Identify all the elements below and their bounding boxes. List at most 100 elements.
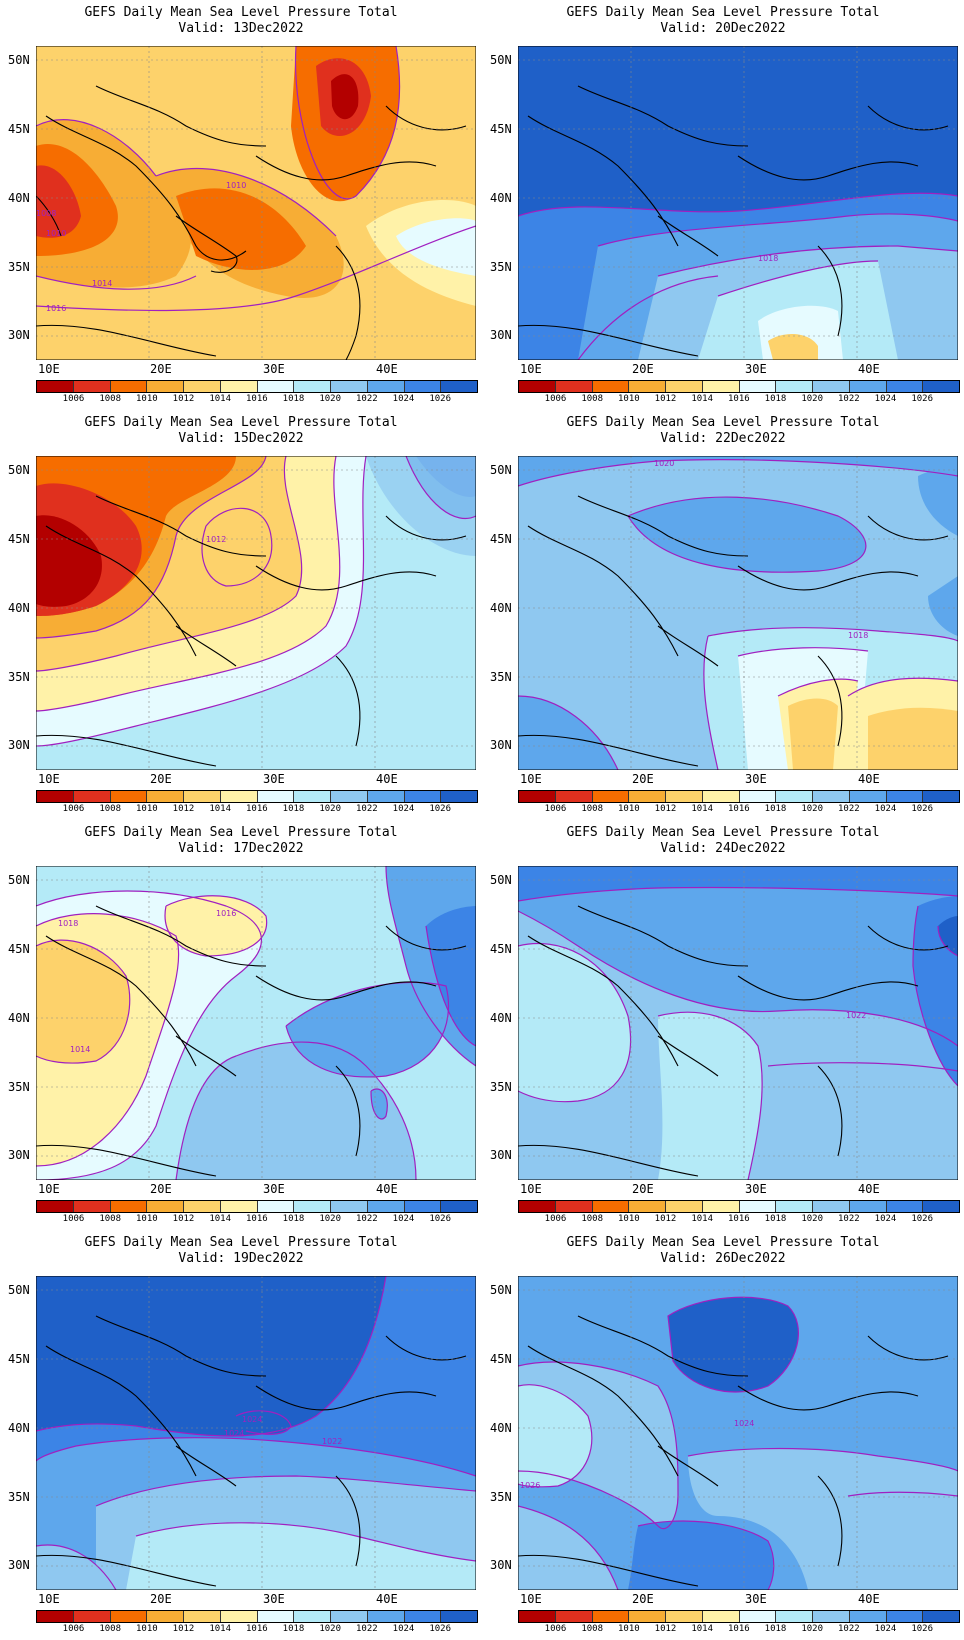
colorbar-swatch [404,381,442,392]
colorbar-swatch [849,791,887,802]
panel-valid-date: Valid: 24Dec2022 [660,841,786,856]
colorbar-label: 1006 [544,1214,567,1224]
lat-label: 50N [8,463,30,477]
colorbar-swatch [592,791,630,802]
colorbar-label: 1026 [429,394,452,404]
lon-label: 40E [376,1592,398,1606]
lat-label: 40N [490,1421,512,1435]
lon-label: 10E [520,1592,542,1606]
colorbar-label: 1010 [136,394,158,404]
colorbar-swatch [184,381,221,392]
colorbar-swatch [367,791,405,802]
panel-22dec: GEFS Daily Mean Sea Level Pressure Total… [482,410,964,820]
contour-label: 1024 [242,1415,262,1424]
colorbar-swatch [367,381,405,392]
lat-label: 35N [490,260,512,274]
panel-title: GEFS Daily Mean Sea Level Pressure Total [566,5,880,20]
panel-title: GEFS Daily Mean Sea Level Pressure Total [84,415,398,430]
colorbar-label: 1006 [62,394,85,404]
lon-label: 20E [150,1592,172,1606]
colorbar-swatch [220,1201,258,1212]
colorbar-swatch [702,791,740,802]
lon-label: 10E [38,1592,60,1606]
colorbar-label: 1010 [618,1624,640,1634]
lat-label: 45N [490,942,512,956]
lat-label: 40N [490,1011,512,1025]
colorbar-swatch [257,381,295,392]
colorbar-swatch [404,791,442,802]
colorbar-swatch [849,381,887,392]
colorbar-swatch [184,1611,221,1622]
lat-label: 30N [8,1558,30,1572]
colorbar-swatch [629,791,666,802]
colorbar-swatch [147,1611,184,1622]
panel-valid-date: Valid: 26Dec2022 [660,1251,786,1266]
colorbar-label: 1020 [319,1214,342,1224]
colorbar-swatch [555,1201,593,1212]
colorbar-label: 1026 [429,1624,452,1634]
colorbar-swatch [331,1611,368,1622]
colorbar-label: 1024 [874,804,897,814]
lat-label: 50N [490,53,512,67]
colorbar-label: 1012 [172,804,195,814]
lat-label: 40N [8,1011,30,1025]
colorbar-label: 1008 [99,804,122,814]
colorbar-label: 1010 [618,394,640,404]
lat-label: 30N [8,328,30,342]
colorbar-label: 1014 [209,394,232,404]
colorbar-label: 1020 [801,1214,824,1224]
colorbar-label: 1020 [801,1624,824,1634]
colorbar-swatch [886,1201,924,1212]
lon-label: 30E [263,772,285,786]
colorbar-swatch [37,1201,74,1212]
lat-label: 40N [8,191,30,205]
panel-valid-date: Valid: 13Dec2022 [178,21,304,36]
contour-label: 1012 [206,535,226,544]
colorbar-swatch [702,1611,740,1622]
colorbar-swatch [739,1611,777,1622]
colorbar-swatch [629,1201,666,1212]
panel-15dec: GEFS Daily Mean Sea Level Pressure Total… [0,410,482,820]
lat-label: 35N [8,670,30,684]
lon-label: 40E [858,1592,880,1606]
lon-label: 40E [376,1182,398,1196]
colorbar-label: 1026 [429,1214,452,1224]
colorbar-swatch [110,791,148,802]
colorbar-swatch [776,1201,813,1212]
panel-title: GEFS Daily Mean Sea Level Pressure Total [84,5,398,20]
panel-19dec: GEFS Daily Mean Sea Level Pressure Total… [0,1230,482,1640]
pressure-map: 1016 1018 1014 [36,866,476,1180]
colorbar-label: 1012 [172,1624,195,1634]
contour-label: 1014 [70,1045,90,1054]
colorbar-label: 1018 [764,1624,787,1634]
lat-label: 30N [8,738,30,752]
colorbar-label: 1022 [356,804,378,814]
lon-label: 30E [263,1592,285,1606]
panel-valid-date: Valid: 15Dec2022 [178,431,304,446]
panel-13dec: GEFS Daily Mean Sea Level Pressure Total… [0,0,482,410]
colorbar-label: 1026 [911,804,934,814]
colorbar-swatch [37,1611,74,1622]
colorbar-label: 1006 [62,1624,85,1634]
colorbar-label: 1016 [246,1214,268,1224]
colorbar-swatch [441,791,477,802]
colorbar-label: 1016 [728,1214,750,1224]
colorbar-label: 1026 [911,1214,934,1224]
colorbar-swatch [220,791,258,802]
colorbar-swatch [441,1201,477,1212]
colorbar-label: 1022 [838,394,860,404]
colorbar [36,1610,478,1623]
lon-label: 20E [632,1182,654,1196]
colorbar-label: 1012 [654,394,677,404]
panel-24dec: GEFS Daily Mean Sea Level Pressure Total… [482,820,964,1230]
lon-label: 30E [745,1592,767,1606]
panel-title: GEFS Daily Mean Sea Level Pressure Total [566,1235,880,1250]
colorbar-swatch [666,1201,703,1212]
colorbar-swatch [519,381,556,392]
colorbar-label: 1020 [319,804,342,814]
lat-label: 40N [490,191,512,205]
colorbar-label: 1008 [581,1214,604,1224]
lon-label: 40E [858,772,880,786]
colorbar-swatch [629,1611,666,1622]
lat-label: 45N [490,1352,512,1366]
